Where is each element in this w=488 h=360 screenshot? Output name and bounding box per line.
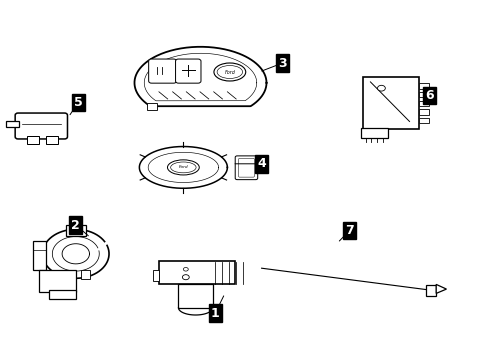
- FancyBboxPatch shape: [27, 136, 39, 144]
- FancyBboxPatch shape: [426, 285, 435, 296]
- FancyBboxPatch shape: [66, 225, 85, 236]
- Text: Ford: Ford: [224, 69, 235, 75]
- FancyBboxPatch shape: [419, 84, 428, 89]
- FancyBboxPatch shape: [235, 156, 257, 180]
- FancyBboxPatch shape: [175, 59, 201, 83]
- Text: 6: 6: [424, 89, 433, 102]
- Ellipse shape: [213, 63, 245, 81]
- FancyBboxPatch shape: [419, 118, 428, 123]
- FancyBboxPatch shape: [15, 113, 67, 139]
- Text: 1: 1: [210, 307, 219, 320]
- FancyBboxPatch shape: [419, 92, 428, 98]
- FancyBboxPatch shape: [146, 103, 157, 110]
- FancyBboxPatch shape: [6, 121, 19, 127]
- Text: 4: 4: [257, 157, 265, 170]
- FancyBboxPatch shape: [49, 290, 76, 299]
- FancyBboxPatch shape: [33, 241, 46, 270]
- FancyBboxPatch shape: [70, 227, 81, 234]
- FancyBboxPatch shape: [46, 136, 58, 144]
- FancyBboxPatch shape: [39, 270, 76, 292]
- Text: Ford: Ford: [178, 165, 188, 170]
- FancyBboxPatch shape: [148, 59, 176, 83]
- Polygon shape: [435, 284, 446, 293]
- FancyBboxPatch shape: [360, 128, 387, 138]
- Ellipse shape: [170, 162, 196, 173]
- Text: 5: 5: [74, 96, 82, 109]
- FancyBboxPatch shape: [362, 77, 419, 129]
- FancyBboxPatch shape: [178, 284, 212, 308]
- FancyBboxPatch shape: [159, 261, 234, 284]
- FancyBboxPatch shape: [152, 270, 159, 281]
- Text: 3: 3: [278, 57, 286, 69]
- Circle shape: [182, 275, 189, 280]
- Text: 2: 2: [71, 219, 80, 231]
- Text: 7: 7: [345, 224, 353, 237]
- Circle shape: [377, 85, 385, 91]
- Ellipse shape: [217, 66, 242, 78]
- Circle shape: [183, 267, 188, 271]
- Ellipse shape: [167, 160, 199, 175]
- FancyBboxPatch shape: [81, 270, 90, 279]
- FancyBboxPatch shape: [238, 158, 254, 177]
- FancyBboxPatch shape: [419, 100, 428, 106]
- FancyBboxPatch shape: [419, 109, 428, 115]
